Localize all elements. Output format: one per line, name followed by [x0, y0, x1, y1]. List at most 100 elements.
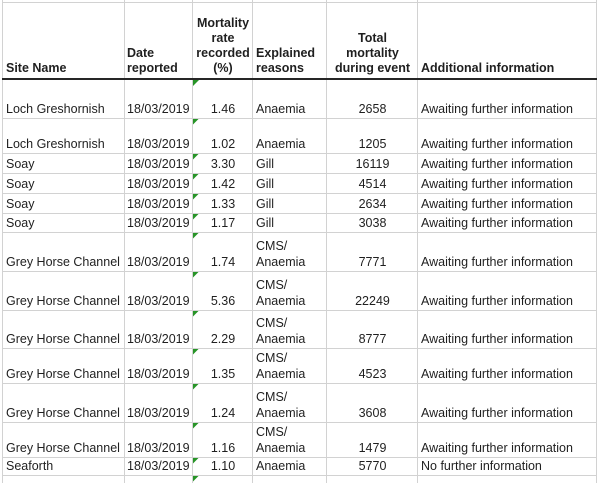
cell-site-name[interactable]: Soay — [2, 193, 125, 214]
cell-mortality-rate[interactable]: 1.16 — [192, 422, 253, 458]
cell-total-mortality[interactable]: 4523 — [326, 348, 418, 384]
cell-site-name[interactable]: Loch Greshornish — [2, 118, 125, 154]
cell-site-name[interactable]: Grey Horse Channel — [2, 271, 125, 311]
cell-date-reported[interactable]: 18/03/2019 — [124, 232, 193, 272]
cell-date-reported[interactable]: 18/03/2019 — [124, 348, 193, 384]
cell-additional-information[interactable]: Awaiting further information — [417, 118, 597, 154]
cell-additional-information[interactable]: Awaiting further information — [417, 79, 597, 119]
cell-additional-information[interactable]: Awaiting further information — [417, 383, 597, 423]
column-header-date-reported[interactable]: Date reported — [124, 2, 193, 80]
table-row: Grey Horse Channel 18/03/2019 1.74 CMS/ … — [2, 232, 597, 272]
cell-site-name[interactable]: Grey Horse Channel — [2, 310, 125, 349]
cell-total-mortality[interactable]: 1479 — [326, 422, 418, 458]
cell-site-name[interactable]: Grey Horse Channel — [2, 422, 125, 458]
cell-mortality-rate[interactable]: 1.46 — [192, 79, 253, 119]
cell-mortality-rate[interactable]: 1.10 — [192, 457, 253, 476]
cell-date-reported[interactable]: 18/03/2019 — [124, 213, 193, 233]
cell-total-mortality[interactable]: 2634 — [326, 193, 418, 214]
cell-explained-reasons[interactable]: CMS/ Anaemia — [252, 271, 327, 311]
cell-date-reported[interactable]: 18/03/2019 — [124, 457, 193, 476]
cell-mortality-rate[interactable]: 1.33 — [192, 193, 253, 214]
cell-site-name[interactable]: Grey Horse Channel — [2, 232, 125, 272]
cell-explained-reasons[interactable]: CMS/ Anaemia — [252, 348, 327, 384]
cell-additional-information[interactable]: Awaiting further information — [417, 193, 597, 214]
column-header-additional-information[interactable]: Additional information — [417, 2, 597, 80]
mortality-rate-value: 1.46 — [210, 101, 236, 116]
cell-site-name[interactable]: Soay — [2, 173, 125, 194]
cell-explained-reasons[interactable] — [252, 475, 327, 483]
cell-mortality-rate[interactable] — [192, 475, 253, 483]
cell-explained-reasons[interactable]: CMS/ Anaemia — [252, 422, 327, 458]
cell-explained-reasons[interactable]: Anaemia — [252, 118, 327, 154]
cell-date-reported[interactable]: 18/03/2019 — [124, 118, 193, 154]
cell-total-mortality[interactable]: 3038 — [326, 213, 418, 233]
cell-additional-information[interactable]: Awaiting further information — [417, 310, 597, 349]
column-header-explained-reasons[interactable]: Explained reasons — [252, 2, 327, 80]
cell-total-mortality[interactable]: 16119 — [326, 153, 418, 174]
cell-explained-reasons[interactable]: Gill — [252, 213, 327, 233]
cell-explained-reasons[interactable]: Anaemia — [252, 79, 327, 119]
column-header-total-mortality[interactable]: Total mortality during event — [326, 2, 418, 80]
cell-site-name[interactable]: Grey Horse Channel — [2, 383, 125, 423]
cell-date-reported[interactable]: 18/03/2019 — [124, 173, 193, 194]
cell-date-reported[interactable]: 18/03/2019 — [124, 79, 193, 119]
cell-date-reported[interactable] — [124, 475, 193, 483]
cell-explained-reasons[interactable]: CMS/ Anaemia — [252, 383, 327, 423]
cell-additional-information[interactable]: Awaiting further information — [417, 153, 597, 174]
cell-total-mortality[interactable]: 22249 — [326, 271, 418, 311]
cell-mortality-rate[interactable]: 1.24 — [192, 383, 253, 423]
cell-site-name[interactable]: Grey Horse Channel — [2, 348, 125, 384]
cell-explained-reasons[interactable]: Anaemia — [252, 457, 327, 476]
header-row: Site Name Date reported Mortality rate r… — [2, 2, 597, 80]
cell-mortality-rate[interactable]: 1.17 — [192, 213, 253, 233]
cell-additional-information[interactable] — [417, 475, 597, 483]
cell-site-name[interactable]: Seaforth — [2, 457, 125, 476]
cell-mortality-rate[interactable]: 5.36 — [192, 271, 253, 311]
mortality-rate-value: 1.35 — [210, 366, 236, 381]
mortality-rate-value: 5.36 — [210, 293, 236, 308]
cell-additional-information[interactable]: Awaiting further information — [417, 348, 597, 384]
cell-mortality-rate[interactable]: 2.29 — [192, 310, 253, 349]
cell-total-mortality[interactable]: 1205 — [326, 118, 418, 154]
cell-additional-information[interactable]: Awaiting further information — [417, 422, 597, 458]
cell-site-name[interactable]: Loch Greshornish — [2, 79, 125, 119]
cell-explained-reasons[interactable]: Gill — [252, 173, 327, 194]
cell-date-reported[interactable]: 18/03/2019 — [124, 422, 193, 458]
cell-additional-information[interactable]: Awaiting further information — [417, 271, 597, 311]
cell-total-mortality[interactable]: 8777 — [326, 310, 418, 349]
cell-total-mortality[interactable]: 2658 — [326, 79, 418, 119]
cell-date-reported[interactable]: 18/03/2019 — [124, 193, 193, 214]
cell-date-reported[interactable]: 18/03/2019 — [124, 383, 193, 423]
error-indicator-icon — [193, 193, 199, 200]
column-header-site-name[interactable]: Site Name — [2, 2, 125, 80]
cell-explained-reasons[interactable]: CMS/ Anaemia — [252, 232, 327, 272]
cell-site-name[interactable]: Soay — [2, 153, 125, 174]
cell-total-mortality[interactable] — [326, 475, 418, 483]
cell-mortality-rate[interactable]: 1.35 — [192, 348, 253, 384]
cell-date-reported[interactable]: 18/03/2019 — [124, 271, 193, 311]
cell-additional-information[interactable]: No further information — [417, 457, 597, 476]
cell-site-name[interactable] — [2, 475, 125, 483]
cell-additional-information[interactable]: Awaiting further information — [417, 173, 597, 194]
cell-explained-reasons[interactable]: CMS/ Anaemia — [252, 310, 327, 349]
cell-total-mortality[interactable]: 3608 — [326, 383, 418, 423]
column-header-mortality-rate[interactable]: Mortality rate recorded (%) — [192, 2, 253, 80]
cell-mortality-rate[interactable]: 1.42 — [192, 173, 253, 194]
cell-additional-information[interactable]: Awaiting further information — [417, 232, 597, 272]
table-row: Soay 18/03/2019 1.42 Gill 4514 Awaiting … — [2, 173, 597, 194]
cell-total-mortality[interactable]: 4514 — [326, 173, 418, 194]
cell-mortality-rate[interactable]: 1.02 — [192, 118, 253, 154]
cell-date-reported[interactable]: 18/03/2019 — [124, 310, 193, 349]
cell-total-mortality[interactable]: 5770 — [326, 457, 418, 476]
table-row: Grey Horse Channel 18/03/2019 1.35 CMS/ … — [2, 348, 597, 384]
cell-mortality-rate[interactable]: 1.74 — [192, 232, 253, 272]
cell-site-name[interactable]: Soay — [2, 213, 125, 233]
cell-mortality-rate[interactable]: 3.30 — [192, 153, 253, 174]
cell-explained-reasons[interactable]: Gill — [252, 153, 327, 174]
error-indicator-icon — [193, 475, 199, 482]
cell-total-mortality[interactable]: 7771 — [326, 232, 418, 272]
cell-additional-information[interactable]: Awaiting further information — [417, 213, 597, 233]
cell-explained-reasons[interactable]: Gill — [252, 193, 327, 214]
table-row: Loch Greshornish 18/03/2019 1.02 Anaemia… — [2, 118, 597, 154]
cell-date-reported[interactable]: 18/03/2019 — [124, 153, 193, 174]
